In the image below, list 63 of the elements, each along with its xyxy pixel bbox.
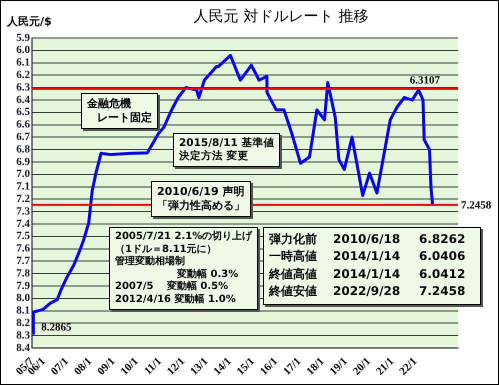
annotation: 変動幅 0.3%	[176, 268, 240, 280]
x-tick-label: 15/1	[234, 355, 257, 378]
y-tick-label: 7.9	[16, 280, 30, 292]
annotation: 管理変動相場制	[115, 256, 186, 268]
y-tick-label: 8.3	[16, 329, 30, 342]
y-tick-label: 6.4	[16, 94, 30, 106]
annotation: 2005/7/21 2.1%の切り上げ	[115, 231, 252, 244]
x-tick-label: 12/1	[164, 355, 188, 378]
y-tick-label: 8.1	[16, 304, 30, 317]
annotation: 2007/5 変動幅 0.5%	[115, 281, 230, 293]
y-tick-label: 6.6	[16, 118, 30, 131]
annotation: レート固定	[96, 110, 152, 124]
annotation: 2010/6/19 声明	[157, 185, 245, 199]
y-tick-label: 6.0	[16, 44, 30, 56]
y-tick-label: 6.8	[16, 143, 30, 156]
y-tick-label: 7.4	[16, 218, 30, 230]
y-tick-label: 6.1	[16, 56, 30, 69]
y-tick-label: 7.3	[16, 205, 30, 218]
y-tick-label: 7.0	[16, 168, 30, 180]
y-tick-label: 8.0	[16, 292, 30, 304]
x-tick-label: 16/1	[258, 355, 280, 378]
y-tick-label: 6.3	[16, 81, 30, 94]
x-tick-label: 19/1	[328, 355, 350, 378]
x-tick-label: 10/1	[118, 355, 141, 378]
y-axis-title: 人民元/$	[7, 14, 52, 29]
annotation: （1ドル＝8.11元に）	[115, 244, 218, 255]
text: 終値安値 2022/9/28 7.2458	[269, 284, 466, 298]
x-tick-label: 22/1	[397, 355, 420, 378]
x-tick-label: 07/1	[48, 355, 72, 378]
x-tick-label: 17/1	[281, 355, 304, 378]
y-tick-label: 7.8	[16, 267, 30, 280]
x-tick-label: 20/1	[350, 355, 374, 378]
y-tick-label: 7.5	[16, 230, 30, 242]
x-tick-label: 09/1	[95, 355, 118, 378]
y-tick-label: 6.9	[16, 156, 30, 168]
annotation: 8.2865	[41, 321, 72, 334]
x-tick-label: 14/1	[211, 355, 234, 378]
text: 弾力化前 2010/6/18 6.8262	[269, 232, 466, 246]
ref-line-label: 7.2458	[461, 200, 492, 212]
x-tick-label: 13/1	[188, 355, 210, 378]
y-tick-label: 8.2	[16, 317, 30, 330]
x-tick-label: 18/1	[304, 355, 327, 378]
annotation: 金融危機	[87, 97, 132, 111]
y-tick-label: 6.2	[16, 69, 30, 82]
y-tick-label: 7.7	[16, 255, 30, 268]
text: 終値高値 2014/1/14 6.0412	[269, 266, 466, 281]
x-tick-label: 11/1	[142, 355, 164, 378]
y-tick-label: 6.7	[16, 131, 30, 144]
y-tick-label: 6.5	[16, 106, 30, 118]
y-tick-label: 7.6	[16, 242, 30, 255]
y-tick-label: 5.9	[16, 32, 30, 44]
chart-title: 人民元 対ドルレート 推移	[192, 7, 370, 26]
x-tick-label: 21/1	[374, 355, 396, 378]
annotation: 2012/4/16 変動幅 1.0%	[115, 294, 237, 306]
ref-line-label: 6.3107	[410, 74, 440, 86]
text: 一時高値 2014/1/14 6.0406	[269, 249, 466, 264]
y-tick-label: 7.2	[16, 193, 30, 206]
annotation: 決定方法 変更	[179, 150, 250, 164]
y-tick-label: 7.1	[16, 180, 30, 193]
annotation: 「弾力性高める」	[157, 198, 245, 212]
y-tick-label: 8.4	[16, 342, 30, 354]
x-tick-label: 08/1	[72, 355, 94, 378]
annotation: 2015/8/11 基準値	[179, 137, 274, 150]
